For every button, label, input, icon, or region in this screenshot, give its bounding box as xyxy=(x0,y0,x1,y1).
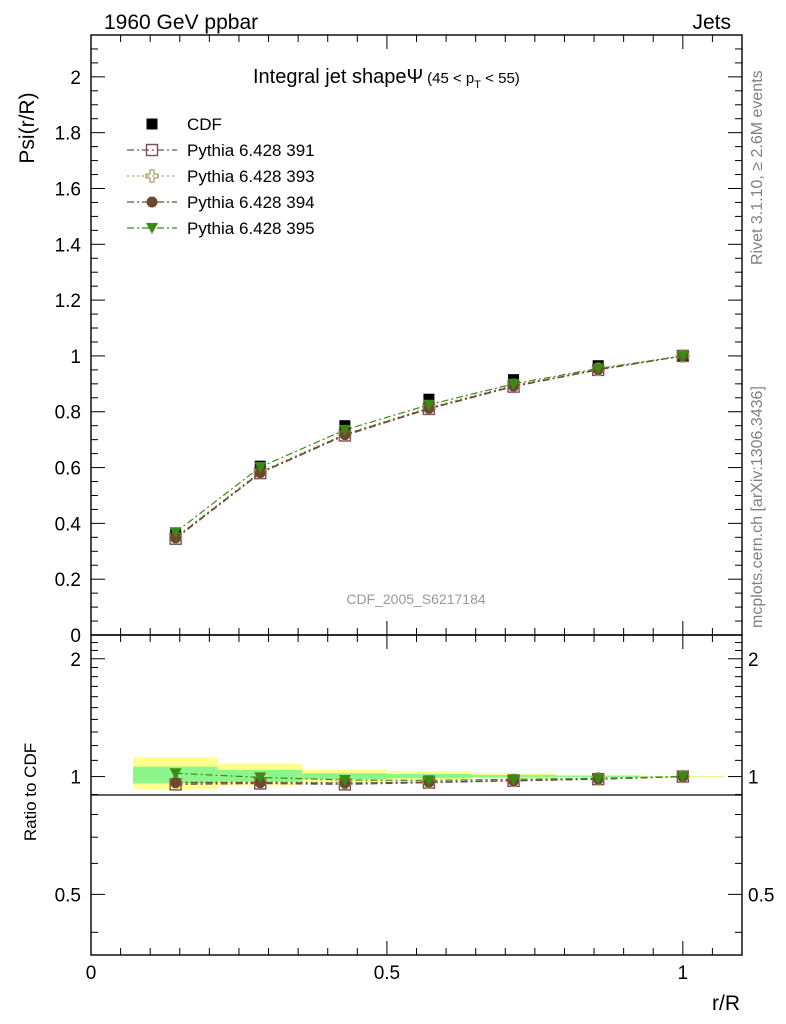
ratio-point xyxy=(592,773,605,785)
chart-title-end: < 55) xyxy=(481,70,520,87)
main-series xyxy=(168,349,690,545)
x-tick-label: 1 xyxy=(678,963,689,984)
data-point xyxy=(338,424,351,436)
legend-marker xyxy=(146,196,158,208)
ratio-y-tick-label: 2 xyxy=(70,650,81,671)
legend-marker xyxy=(145,169,159,183)
main-axis-ticks: 0 0.2 0.4 0.6 0.8 1 1.2 1.4 1.6 1.8 2 xyxy=(55,35,743,647)
main-y-tick-label: 1.2 xyxy=(55,291,81,312)
main-y-tick-label: 0.6 xyxy=(55,459,81,480)
ratio-y-tick-label-right: 2 xyxy=(748,650,759,671)
energy-header: 1960 GeV ppbar xyxy=(104,11,258,34)
analysis-watermark: CDF_2005_S6217184 xyxy=(346,591,486,607)
chart-title-subscript: T xyxy=(474,79,481,91)
legend: CDF Pythia 6.428 391 Pythia 6.428 393 Pythi… xyxy=(127,115,315,238)
ratio-series xyxy=(168,768,690,791)
process-header: Jets xyxy=(692,11,731,34)
series-line xyxy=(175,355,683,538)
series-line xyxy=(175,355,683,539)
ratio-point xyxy=(422,775,435,787)
ratio-y-tick-label: 0.5 xyxy=(55,885,81,906)
main-y-tick-label: 0.4 xyxy=(55,514,82,535)
series-line xyxy=(175,355,683,533)
main-y-tick-label: 1.4 xyxy=(55,235,82,256)
legend-marker xyxy=(146,118,158,130)
main-panel: Psi(r/R) Integral jet shapeΨ (45 < pT < 5… xyxy=(16,34,743,647)
ratio-point xyxy=(169,768,182,780)
ratio-y-tick-label: 1 xyxy=(70,768,81,789)
ratio-axis-ticks: 0.5 0.5 1 1 2 2 0 0.5 1 xyxy=(55,635,774,984)
x-axis-label: r/R xyxy=(712,992,740,1015)
main-y-tick-label: 1 xyxy=(70,347,81,368)
main-y-tick-label: 0.2 xyxy=(55,570,81,591)
ratio-y-axis-label: Ratio to CDF xyxy=(21,743,40,841)
series-2 xyxy=(168,349,690,544)
legend-marker xyxy=(145,143,159,157)
main-y-axis-label: Psi(r/R) xyxy=(16,92,39,163)
data-point xyxy=(592,363,605,375)
ratio-panel: 0.5 0.5 1 1 2 2 0 0.5 1 Ratio to CDF r/R xyxy=(21,634,774,1015)
data-point xyxy=(169,527,182,539)
ratio-frame xyxy=(90,634,743,956)
ratio-y-tick-label-right: 1 xyxy=(748,768,759,789)
series-1 xyxy=(169,349,690,545)
ratio-point xyxy=(254,772,267,784)
legend-label: Pythia 6.428 391 xyxy=(187,141,315,160)
main-y-tick-label: 1.8 xyxy=(55,124,81,145)
main-y-tick-label: 0.8 xyxy=(55,403,81,424)
series-line xyxy=(175,355,683,540)
data-point xyxy=(676,350,689,362)
rivet-label: Rivet 3.1.10, ≥ 2.6M events xyxy=(749,70,766,265)
main-y-tick-label: 0 xyxy=(70,626,81,647)
chart-title: Integral jet shapeΨ (45 < pT < 55) xyxy=(253,66,520,91)
series-4 xyxy=(169,350,689,539)
mcplots-label: mcplots.cern.ch [arXiv:1306.3436] xyxy=(749,386,766,628)
legend-label: Pythia 6.428 393 xyxy=(187,167,315,186)
legend-label: Pythia 6.428 394 xyxy=(187,193,315,212)
ratio-point xyxy=(676,771,689,783)
series-0 xyxy=(170,350,689,541)
ratio-point xyxy=(507,774,520,786)
legend-label: Pythia 6.428 395 xyxy=(187,219,315,238)
ratio-point xyxy=(338,774,351,786)
x-tick-label: 0 xyxy=(86,963,97,984)
ratio-series-3 xyxy=(169,768,689,787)
main-y-tick-label: 2 xyxy=(70,68,81,89)
data-point xyxy=(254,462,267,473)
x-tick-label: 0.5 xyxy=(374,963,400,984)
ratio-y-tick-label-right: 0.5 xyxy=(748,885,774,906)
legend-label: CDF xyxy=(187,115,222,134)
ratio-point xyxy=(170,777,182,789)
data-point xyxy=(507,378,520,390)
data-point xyxy=(422,399,435,411)
data-point xyxy=(423,393,435,405)
chart-title-suffix: (45 < p xyxy=(427,70,474,87)
legend-marker xyxy=(146,223,158,234)
series-3 xyxy=(170,350,689,544)
main-y-tick-label: 1.6 xyxy=(55,179,81,200)
